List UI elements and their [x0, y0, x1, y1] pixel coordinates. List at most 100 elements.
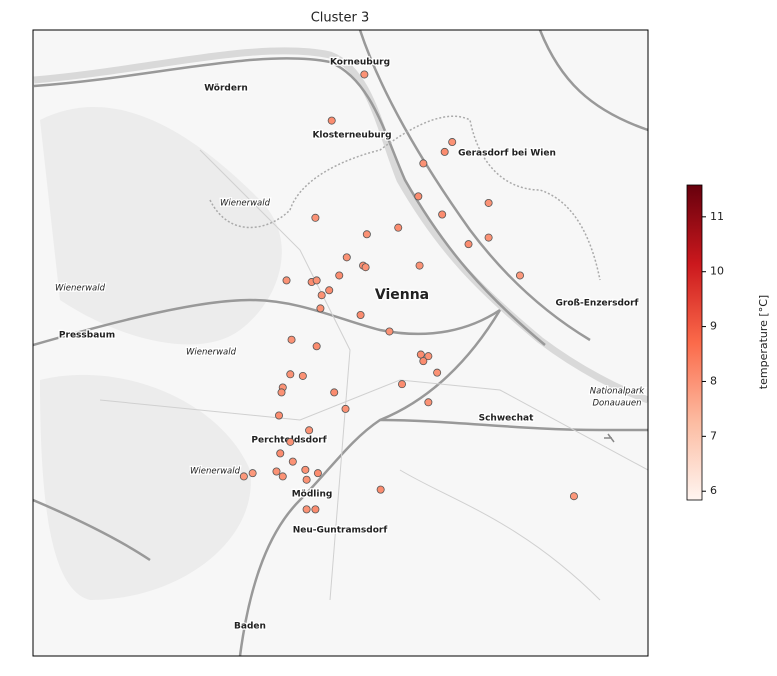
point — [394, 223, 403, 232]
forest — [40, 107, 282, 345]
place-label: Donauauen — [593, 399, 642, 409]
point — [274, 411, 283, 420]
colorbar-tick-label: 10 — [710, 265, 724, 278]
point — [239, 472, 248, 481]
point — [286, 437, 295, 446]
road — [33, 298, 501, 347]
point — [248, 469, 257, 478]
point — [335, 271, 344, 280]
place-label: Neu-Guntramsdorf — [293, 526, 388, 536]
point — [484, 198, 493, 207]
place-label: Baden — [234, 622, 266, 632]
point — [515, 271, 524, 280]
point — [311, 505, 320, 514]
street — [199, 149, 351, 601]
place-label: Wienerwald — [190, 467, 241, 477]
point — [330, 388, 339, 397]
point — [362, 230, 371, 239]
point — [313, 469, 322, 478]
point — [312, 276, 321, 285]
place-label: Wienerwald — [220, 199, 271, 209]
points — [239, 70, 578, 514]
colorbar-label: temperature [°C] — [757, 295, 770, 389]
point — [414, 192, 423, 201]
colorbar-tick-label: 9 — [710, 320, 717, 333]
point — [438, 210, 447, 219]
place-label: Wienerwald — [55, 284, 106, 294]
place-label: Gerasdorf bei Wien — [458, 149, 556, 159]
point — [342, 253, 351, 262]
point — [276, 449, 285, 458]
point — [433, 368, 442, 377]
place-label: Mödling — [292, 490, 333, 500]
point — [440, 147, 449, 156]
forest — [40, 374, 251, 600]
map-frame — [32, 29, 649, 657]
point — [305, 426, 314, 435]
city-border — [209, 115, 601, 281]
point — [356, 310, 365, 319]
point — [397, 380, 406, 389]
point — [301, 465, 310, 474]
road — [33, 57, 546, 346]
point — [288, 457, 297, 466]
road — [238, 309, 502, 656]
road — [33, 498, 151, 562]
point — [272, 467, 281, 476]
place-label: Groß-Enzersdorf — [556, 299, 639, 309]
point — [317, 291, 326, 300]
point — [286, 370, 295, 379]
place-label: Wördern — [204, 84, 248, 94]
point — [341, 404, 350, 413]
point — [361, 263, 370, 272]
point — [278, 472, 287, 481]
point — [464, 240, 473, 249]
point — [298, 371, 307, 380]
place-label: Pressbaum — [59, 331, 115, 341]
point — [302, 505, 311, 514]
airport-icon — [604, 433, 615, 443]
point — [419, 357, 428, 366]
point — [415, 261, 424, 270]
place-label: Korneuburg — [330, 58, 390, 68]
road — [379, 418, 648, 432]
point — [448, 138, 457, 147]
point — [327, 116, 336, 125]
street — [99, 379, 648, 471]
point — [424, 398, 433, 407]
place-label: Vienna — [375, 287, 429, 303]
point — [302, 475, 311, 484]
colorbar-tick-label: 8 — [710, 374, 717, 387]
colorbar-tick-label: 11 — [710, 210, 724, 223]
colorbar-axis: 6 7 8 9 10 11 — [702, 210, 724, 497]
point — [376, 485, 385, 494]
colorbar-tick-label: 6 — [710, 484, 717, 497]
chart-title: Cluster 3 — [311, 11, 370, 26]
point — [416, 350, 425, 359]
point — [287, 335, 296, 344]
map: Korneuburg Wördern Klosterneuburg Gerasdorf… — [12, 30, 648, 656]
point — [424, 352, 433, 361]
colorbar-tick-label: 7 — [710, 429, 717, 442]
point — [385, 327, 394, 336]
point — [569, 492, 578, 501]
point — [311, 213, 320, 222]
place-label: Wienerwald — [186, 348, 237, 358]
place-label: Schwechat — [479, 414, 534, 424]
point — [277, 388, 286, 397]
place-label: ren — [12, 215, 29, 225]
point — [419, 159, 428, 168]
road — [358, 30, 591, 342]
point — [484, 233, 493, 242]
street — [399, 469, 601, 601]
point — [360, 70, 369, 79]
point — [282, 276, 291, 285]
road — [538, 30, 648, 132]
point — [312, 342, 321, 351]
place-label: Nationalpark — [590, 387, 646, 397]
point — [316, 304, 325, 313]
point — [325, 286, 334, 295]
place-label: Klosterneuburg — [312, 131, 391, 141]
colorbar — [686, 184, 703, 501]
